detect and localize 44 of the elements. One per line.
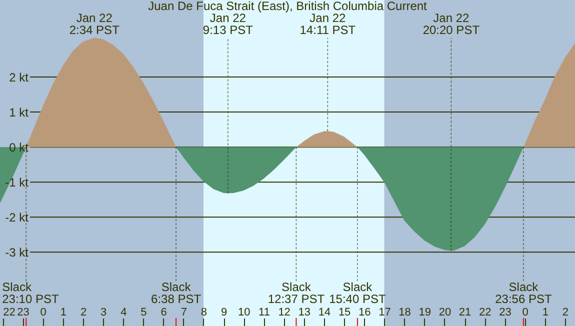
x-tick-label: 21: [458, 306, 472, 318]
x-tick-label: 16: [358, 306, 371, 318]
x-tick-label: 23: [17, 306, 30, 318]
x-tick-label: 20: [438, 306, 452, 318]
chart-title: Juan De Fuca Strait (East), British Columbia Current: [148, 0, 428, 13]
x-tick-label: 17: [378, 306, 391, 318]
x-tick-label: 0: [40, 306, 46, 318]
x-tick-label: 11: [258, 306, 270, 318]
x-tick-label: 1: [60, 306, 66, 318]
x-tick-label: 10: [238, 306, 250, 318]
x-tick-label: 2: [562, 306, 569, 318]
annotation: Jan 22 9:13 PST: [202, 11, 254, 37]
x-tick-label: 3: [100, 306, 107, 318]
annotation: Slack 15:40 PST: [329, 280, 386, 306]
x-tick-label: 6: [160, 306, 167, 318]
x-tick-label: 18: [398, 306, 411, 318]
annotation: Slack 6:38 PST: [151, 280, 202, 306]
x-tick-label: 8: [200, 306, 208, 318]
annotation: Jan 22 2:34 PST: [69, 11, 120, 37]
y-tick-label: -2 kt: [5, 210, 30, 225]
x-tick-label: 14: [318, 306, 331, 318]
x-tick-label: 12: [278, 306, 290, 318]
x-tick-label: 15: [338, 306, 351, 318]
annotation: Slack 23:56 PST: [495, 280, 552, 306]
x-tick-label: 22: [479, 306, 492, 318]
x-tick-label: 7: [180, 306, 187, 318]
x-tick-label: 23: [499, 306, 512, 318]
y-tick-label: 2 kt: [9, 70, 30, 85]
x-tick-label: 13: [298, 306, 311, 318]
x-tick-label: 19: [418, 306, 432, 318]
y-tick-label: -3 kt: [5, 246, 30, 260]
y-tick-label: -1 kt: [5, 176, 30, 190]
x-tick-label: 22: [3, 306, 16, 318]
x-tick-label: 5: [140, 306, 147, 318]
x-tick-label: 1: [542, 306, 548, 318]
x-tick-label: 0: [522, 306, 528, 318]
x-tick-label: 2: [80, 306, 87, 318]
annotation: Jan 22 14:11 PST: [300, 11, 356, 37]
annotation: Slack 12:37 PST: [268, 280, 326, 306]
x-tick-label: 9: [221, 306, 228, 318]
annotation: Jan 22 20:20 PST: [422, 11, 480, 37]
x-tick-label: 4: [120, 306, 127, 318]
annotation: Slack 23:10 PST: [2, 280, 60, 306]
y-tick-label: 1 kt: [9, 106, 30, 120]
